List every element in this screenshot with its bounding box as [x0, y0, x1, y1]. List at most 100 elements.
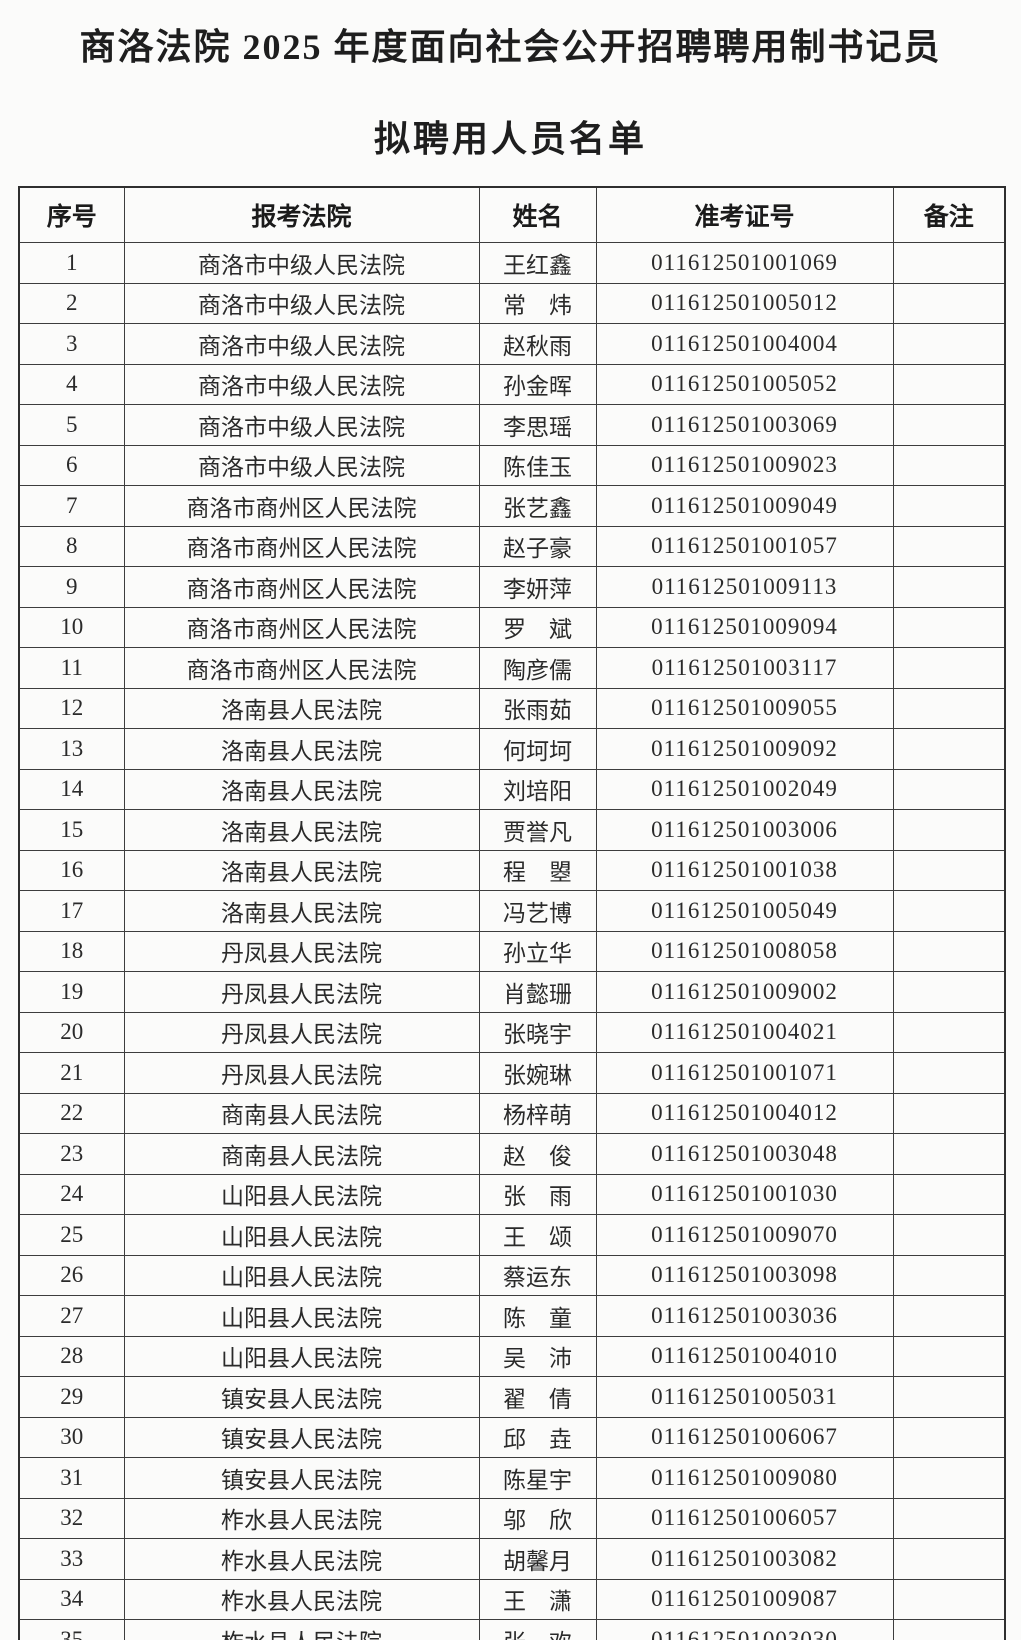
cell-name: 陶彦儒: [478, 647, 597, 689]
cell-remark: [892, 444, 1006, 487]
cell-court: 丹凤县人民法院: [123, 1011, 480, 1054]
cell-name: 何坷坷: [478, 728, 597, 770]
cell-name: 王红鑫: [478, 242, 597, 284]
cell-name: 张艺鑫: [478, 485, 597, 527]
cell-remark: [892, 363, 1006, 406]
cell-name: 陈佳玉: [478, 444, 597, 487]
cell-court: 镇安县人民法院: [123, 1416, 480, 1459]
cell-remark: [892, 728, 1006, 770]
cell-name: 孙金晖: [478, 363, 597, 406]
cell-ticket-number: 011612501009080: [595, 1457, 894, 1499]
cell-serial-number: 9: [18, 566, 125, 608]
cell-court: 商洛市中级人民法院: [123, 404, 480, 446]
document-title-block: 商洛法院 2025 年度面向社会公开招聘聘用制书记员 拟聘用人员名单: [0, 0, 1021, 162]
header-name: 姓名: [478, 186, 597, 244]
cell-ticket-number: 011612501005052: [595, 363, 894, 406]
table-row: 11 商洛市商州区人民法院 陶彦儒 011612501003117: [18, 647, 1006, 689]
cell-court: 商洛市商州区人民法院: [123, 606, 480, 649]
cell-serial-number: 14: [18, 768, 125, 811]
cell-ticket-number: 011612501002049: [595, 768, 894, 811]
cell-ticket-number: 011612501006067: [595, 1416, 894, 1459]
cell-remark: [892, 1457, 1006, 1499]
cell-name: 王 潇: [478, 1578, 597, 1621]
cell-remark: [892, 1376, 1006, 1418]
table-row: 30 镇安县人民法院 邱 垚 011612501006067: [18, 1416, 1006, 1459]
cell-name: 张晓宇: [478, 1011, 597, 1054]
table-row: 29 镇安县人民法院 翟 倩 011612501005031: [18, 1376, 1006, 1418]
cell-ticket-number: 011612501004004: [595, 323, 894, 365]
cell-serial-number: 24: [18, 1173, 125, 1216]
cell-serial-number: 3: [18, 323, 125, 365]
table-row: 9 商洛市商州区人民法院 李妍萍 011612501009113: [18, 566, 1006, 608]
cell-name: 张 雨: [478, 1173, 597, 1216]
cell-remark: [892, 1173, 1006, 1216]
table-row: 28 山阳县人民法院 吴 沛 011612501004010: [18, 1335, 1006, 1378]
cell-name: 陈 童: [478, 1295, 597, 1337]
table-row: 4 商洛市中级人民法院 孙金晖 011612501005052: [18, 363, 1006, 406]
cell-name: 陈星宇: [478, 1457, 597, 1499]
cell-serial-number: 33: [18, 1538, 125, 1580]
table-row: 26 山阳县人民法院 蔡运东 011612501003098: [18, 1254, 1006, 1297]
cell-name: 蔡运东: [478, 1254, 597, 1297]
cell-ticket-number: 011612501009092: [595, 728, 894, 770]
table-row: 10 商洛市商州区人民法院 罗 斌 011612501009094: [18, 606, 1006, 649]
cell-court: 柞水县人民法院: [123, 1578, 480, 1621]
cell-ticket-number: 011612501003036: [595, 1295, 894, 1337]
cell-ticket-number: 011612501005012: [595, 282, 894, 325]
cell-court: 洛南县人民法院: [123, 890, 480, 932]
cell-name: 杨梓萌: [478, 1092, 597, 1135]
cell-ticket-number: 011612501004012: [595, 1092, 894, 1135]
cell-court: 丹凤县人民法院: [123, 971, 480, 1013]
cell-serial-number: 12: [18, 687, 125, 730]
header-court: 报考法院: [123, 186, 480, 244]
cell-court: 柞水县人民法院: [123, 1619, 480, 1640]
cell-court: 洛南县人民法院: [123, 809, 480, 851]
cell-serial-number: 21: [18, 1052, 125, 1094]
cell-ticket-number: 011612501001030: [595, 1173, 894, 1216]
cell-court: 商洛市中级人民法院: [123, 444, 480, 487]
cell-remark: [892, 282, 1006, 325]
table-row: 14 洛南县人民法院 刘培阳 011612501002049: [18, 768, 1006, 811]
table-row: 3 商洛市中级人民法院 赵秋雨 011612501004004: [18, 323, 1006, 365]
cell-remark: [892, 1578, 1006, 1621]
cell-serial-number: 32: [18, 1497, 125, 1540]
cell-remark: [892, 525, 1006, 568]
cell-court: 丹凤县人民法院: [123, 930, 480, 973]
table-row: 25 山阳县人民法院 王 颂 011612501009070: [18, 1214, 1006, 1256]
cell-ticket-number: 011612501009002: [595, 971, 894, 1013]
table-row: 8 商洛市商州区人民法院 赵子豪 011612501001057: [18, 525, 1006, 568]
table-row: 19 丹凤县人民法院 肖懿珊 011612501009002: [18, 971, 1006, 1013]
cell-remark: [892, 1133, 1006, 1175]
cell-ticket-number: 011612501001057: [595, 525, 894, 568]
cell-court: 洛南县人民法院: [123, 687, 480, 730]
cell-serial-number: 11: [18, 647, 125, 689]
cell-ticket-number: 011612501008058: [595, 930, 894, 973]
cell-ticket-number: 011612501001069: [595, 242, 894, 284]
cell-court: 商洛市中级人民法院: [123, 323, 480, 365]
cell-ticket-number: 011612501009094: [595, 606, 894, 649]
cell-serial-number: 30: [18, 1416, 125, 1459]
cell-serial-number: 34: [18, 1578, 125, 1621]
cell-court: 洛南县人民法院: [123, 768, 480, 811]
cell-serial-number: 25: [18, 1214, 125, 1256]
cell-ticket-number: 011612501003006: [595, 809, 894, 851]
cell-name: 翟 倩: [478, 1376, 597, 1418]
cell-name: 邱 垚: [478, 1416, 597, 1459]
cell-serial-number: 22: [18, 1092, 125, 1135]
cell-serial-number: 26: [18, 1254, 125, 1297]
table-row: 18 丹凤县人民法院 孙立华 011612501008058: [18, 930, 1006, 973]
table-row: 27 山阳县人民法院 陈 童 011612501003036: [18, 1295, 1006, 1337]
cell-name: 孙立华: [478, 930, 597, 973]
table-row: 15 洛南县人民法院 贾誉凡 011612501003006: [18, 809, 1006, 851]
cell-serial-number: 35: [18, 1619, 125, 1640]
cell-court: 洛南县人民法院: [123, 728, 480, 770]
cell-serial-number: 10: [18, 606, 125, 649]
cell-name: 张雨茹: [478, 687, 597, 730]
cell-serial-number: 15: [18, 809, 125, 851]
cell-court: 柞水县人民法院: [123, 1538, 480, 1580]
cell-remark: [892, 849, 1006, 892]
cell-court: 商南县人民法院: [123, 1092, 480, 1135]
table-row: 24 山阳县人民法院 张 雨 011612501001030: [18, 1173, 1006, 1216]
cell-remark: [892, 809, 1006, 851]
cell-serial-number: 2: [18, 282, 125, 325]
